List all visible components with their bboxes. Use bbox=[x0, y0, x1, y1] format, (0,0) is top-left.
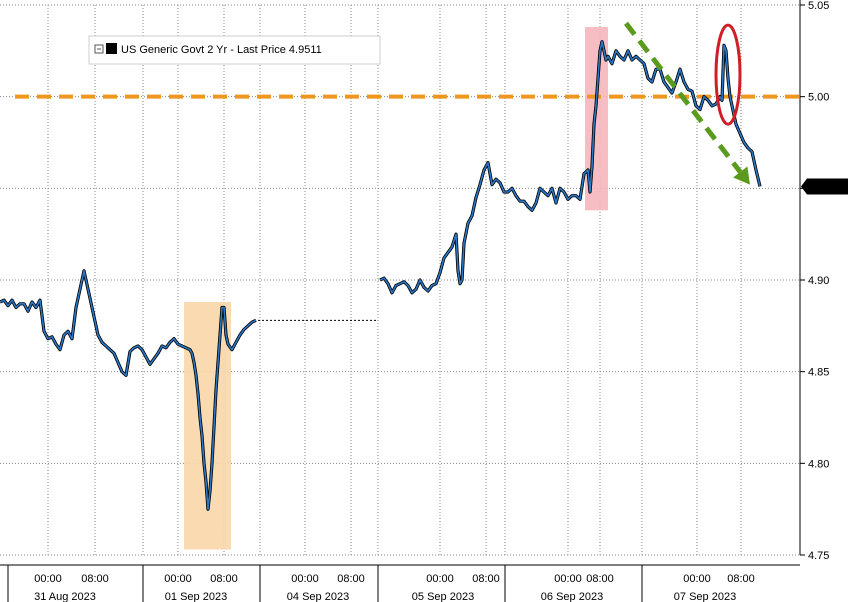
legend-swatch-icon bbox=[106, 43, 117, 54]
highlight-box bbox=[184, 302, 231, 550]
last-price-marker bbox=[801, 178, 848, 195]
x-time-label: 08:00 bbox=[210, 573, 238, 585]
x-time-label: 08:00 bbox=[472, 573, 500, 585]
x-time-label: 08:00 bbox=[586, 573, 614, 585]
x-time-label: 00:00 bbox=[34, 573, 62, 585]
x-date-label: 31 Aug 2023 bbox=[34, 591, 96, 602]
x-time-label: 00:00 bbox=[164, 573, 192, 585]
series-layer bbox=[0, 21, 762, 511]
series-line bbox=[379, 40, 761, 294]
series-line-shadow bbox=[379, 40, 762, 295]
x-date-label: 07 Sep 2023 bbox=[674, 591, 736, 602]
x-date-label: 04 Sep 2023 bbox=[287, 591, 349, 602]
y-tick-label: 4.80 bbox=[808, 458, 829, 470]
x-time-label: 00:00 bbox=[426, 573, 454, 585]
trend-arrow-head-icon bbox=[733, 166, 750, 185]
series-line bbox=[0, 270, 257, 510]
x-time-label: 08:00 bbox=[727, 573, 755, 585]
x-date-label: 05 Sep 2023 bbox=[412, 591, 474, 602]
y-tick-label: 5.00 bbox=[808, 92, 829, 104]
x-time-label: 00:00 bbox=[291, 573, 319, 585]
x-date-label: 06 Sep 2023 bbox=[541, 591, 603, 602]
highlight-ellipse bbox=[714, 23, 742, 126]
grid-layer bbox=[0, 4, 800, 556]
last-price-label: 4.9511 bbox=[809, 182, 842, 194]
trend-arrow-shaft bbox=[624, 21, 743, 174]
x-time-label: 08:00 bbox=[81, 573, 109, 585]
legend: US Generic Govt 2 Yr - Last Price 4.9511 bbox=[88, 35, 381, 65]
x-time-label: 08:00 bbox=[337, 573, 365, 585]
y-tick-label: 4.75 bbox=[808, 550, 829, 562]
x-time-label: 00:00 bbox=[554, 573, 582, 585]
legend-text: US Generic Govt 2 Yr - Last Price 4.9511 bbox=[121, 44, 322, 56]
legend-box bbox=[88, 35, 381, 65]
y-tick-label: 4.90 bbox=[808, 275, 829, 287]
x-date-label: 01 Sep 2023 bbox=[165, 591, 227, 602]
y-tick-label: 4.85 bbox=[808, 367, 829, 379]
y-tick-label: 5.05 bbox=[808, 0, 829, 12]
x-time-label: 00:00 bbox=[683, 573, 711, 585]
